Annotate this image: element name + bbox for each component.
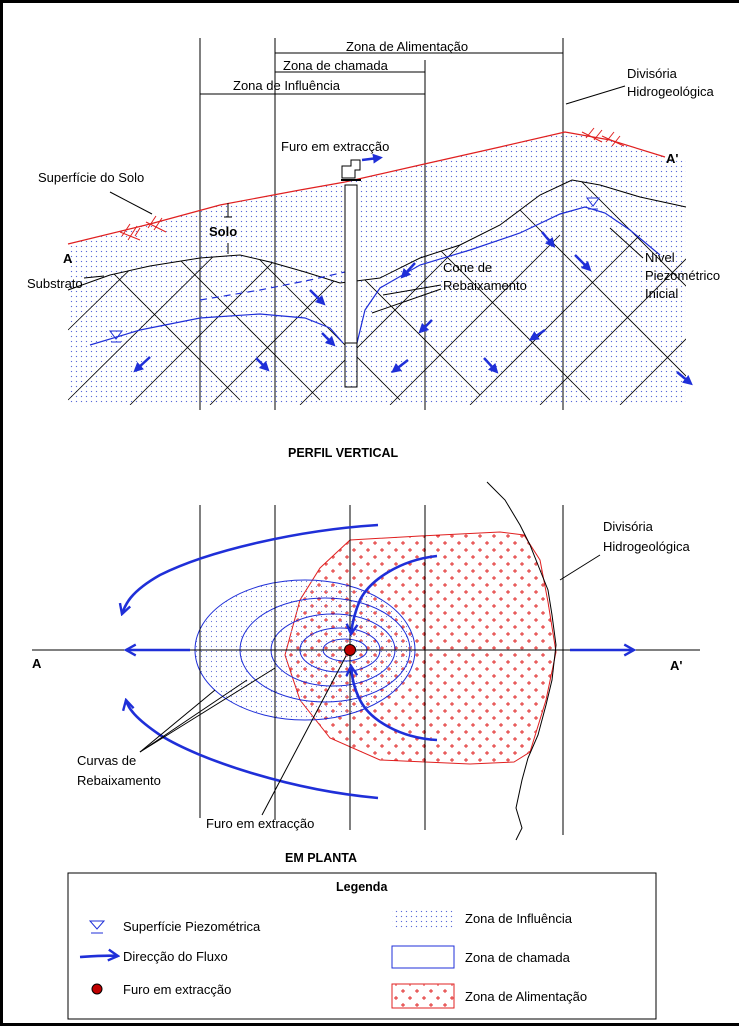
- zone-chamada-label: Zona de chamada: [283, 58, 389, 73]
- nivel-label-3: Inicial: [645, 286, 678, 301]
- pump-flow-arrow: [361, 153, 383, 164]
- legend-item-1: Superfície Piezométrica: [123, 919, 261, 934]
- piezometric-initial-dashed: [199, 271, 346, 301]
- plan-divisoria-line: [486, 481, 557, 841]
- legend-dot-icon: [91, 983, 103, 995]
- plan-section: A A' Divisória Hidrogeológica Curvas de …: [32, 481, 700, 865]
- legend-item-6: Zona de Alimentação: [465, 989, 587, 1004]
- perfil-title: PERFIL VERTICAL: [288, 446, 399, 460]
- zone-dimension-bars: [200, 52, 563, 95]
- well-pump-icon: [341, 159, 361, 179]
- legend-item-2: Direcção do Fluxo: [123, 949, 228, 964]
- legend-item-5: Zona de chamada: [465, 950, 571, 965]
- cone-label-2: Rebaixamento: [443, 278, 527, 293]
- plan-divisoria-label-1: Divisória: [603, 519, 654, 534]
- profile-zone-lines: [199, 38, 564, 410]
- zone-alimentacao-label: Zona de Alimentação: [346, 39, 468, 54]
- legend-title: Legenda: [336, 880, 388, 894]
- substrato-label: Substrato: [27, 276, 83, 291]
- divisoria-label-2: Hidrogeológica: [627, 84, 714, 99]
- plan-divisoria-label-2: Hidrogeológica: [603, 539, 690, 554]
- furo-label: Furo em extracção: [281, 139, 389, 154]
- superficie-solo-label: Superfície do Solo: [38, 170, 144, 185]
- legend-box: [67, 872, 657, 1020]
- piezometric-symbol-right: [586, 197, 600, 210]
- legend-dots-swatch: [392, 909, 454, 929]
- a-label: A: [63, 251, 73, 266]
- legend-plus-swatch: [391, 983, 455, 1009]
- zone-influencia-label: Zona de Influência: [233, 78, 341, 93]
- legend-arrow-icon: [79, 956, 118, 957]
- divisoria-label-1: Divisória: [627, 66, 678, 81]
- nivel-label-1: Nível: [645, 250, 675, 265]
- a-prime-label: A': [666, 151, 678, 166]
- piezometric-symbol-left: [109, 330, 123, 343]
- piezometric-line-right: [356, 206, 661, 344]
- well-screen: [344, 342, 358, 388]
- piezometric-line-left: [89, 313, 344, 346]
- legend-box-swatch: [391, 945, 455, 969]
- solo-label: Solo: [209, 224, 237, 239]
- profile-flow-arrows: [133, 231, 693, 386]
- curvas-leader-lines: [139, 667, 276, 753]
- plan-a-prime-label: A': [670, 658, 682, 673]
- curvas-label-2: Rebaixamento: [77, 773, 161, 788]
- plan-furo-label: Furo em extracção: [206, 816, 314, 831]
- substrate-boundary: [67, 179, 687, 291]
- plan-a-label: A: [32, 656, 42, 671]
- profile-ground-fill: [68, 132, 686, 405]
- legend-triangle-icon: [88, 920, 106, 934]
- planta-title: EM PLANTA: [285, 851, 357, 865]
- plan-flow-arrows: [122, 523, 634, 800]
- legend-item-4: Zona de Influência: [465, 911, 573, 926]
- legend: Legenda Superfície Piezométrica Direcção…: [67, 872, 657, 1020]
- legend-item-3: Furo em extracção: [123, 982, 231, 997]
- soil-marks: [119, 127, 625, 241]
- nivel-label-2: Piezométrico: [645, 268, 720, 283]
- plan-well-dot: [344, 644, 356, 656]
- cone-label-1: Cone de: [443, 260, 492, 275]
- profile-section: Zona de Alimentação Zona de chamada Zona…: [27, 38, 720, 460]
- curvas-label-1: Curvas de: [77, 753, 136, 768]
